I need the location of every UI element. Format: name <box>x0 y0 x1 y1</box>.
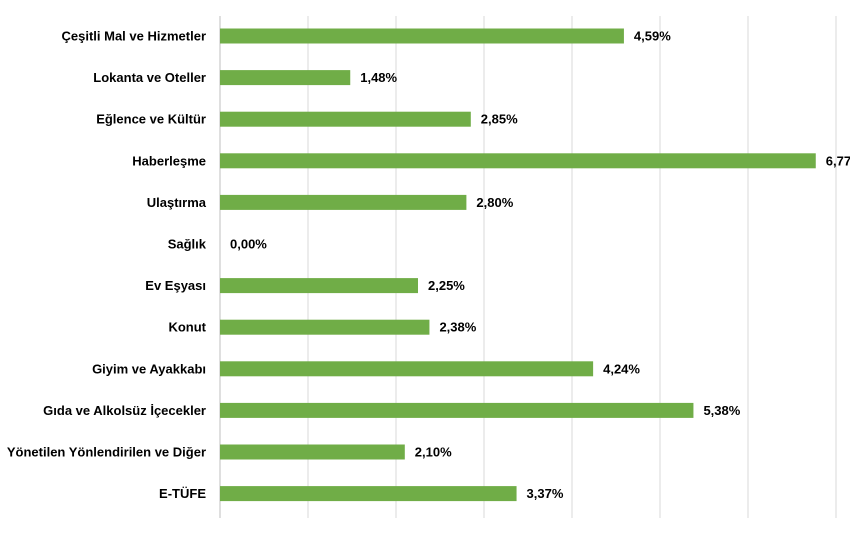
bar <box>220 70 351 86</box>
data-label: 4,59% <box>634 29 671 44</box>
data-label: 2,10% <box>415 445 452 460</box>
category-label: Gıda ve Alkolsüz İçecekler <box>43 403 206 418</box>
data-label: 5,38% <box>703 403 740 418</box>
bar <box>220 444 405 460</box>
category-label: Çeşitli Mal ve Hizmetler <box>62 29 207 44</box>
data-label: 3,37% <box>527 486 564 501</box>
category-label: E-TÜFE <box>159 486 206 501</box>
bar <box>220 153 816 169</box>
category-label: Ev Eşyası <box>145 278 206 293</box>
category-label: Ulaştırma <box>147 195 207 210</box>
data-label: 4,24% <box>603 361 640 376</box>
bar <box>220 194 467 210</box>
bar <box>220 28 624 44</box>
bar <box>220 111 471 127</box>
data-label: 2,25% <box>428 278 465 293</box>
gridlines <box>219 16 837 518</box>
bar <box>220 402 694 418</box>
category-label: Eğlence ve Kültür <box>96 112 206 127</box>
data-label: 6,77% <box>826 153 850 168</box>
data-label: 0,00% <box>230 237 267 252</box>
bar <box>220 278 418 294</box>
data-label: 1,48% <box>360 70 397 85</box>
data-label: 2,38% <box>439 320 476 335</box>
category-label: Sağlık <box>168 237 207 252</box>
bar <box>220 361 594 377</box>
data-label: 2,80% <box>476 195 513 210</box>
category-label: Lokanta ve Oteller <box>93 70 206 85</box>
data-label: 2,85% <box>481 112 518 127</box>
bar <box>220 486 517 502</box>
category-label: Konut <box>168 320 206 335</box>
category-label: Giyim ve Ayakkabı <box>92 361 206 376</box>
bars <box>220 28 816 502</box>
category-label: Yönetilen Yönlendirilen ve Diğer <box>7 445 206 460</box>
labels: Çeşitli Mal ve Hizmetler 4,59% Lokanta ve … <box>7 29 850 502</box>
category-label: Haberleşme <box>132 153 206 168</box>
bar <box>220 319 430 335</box>
